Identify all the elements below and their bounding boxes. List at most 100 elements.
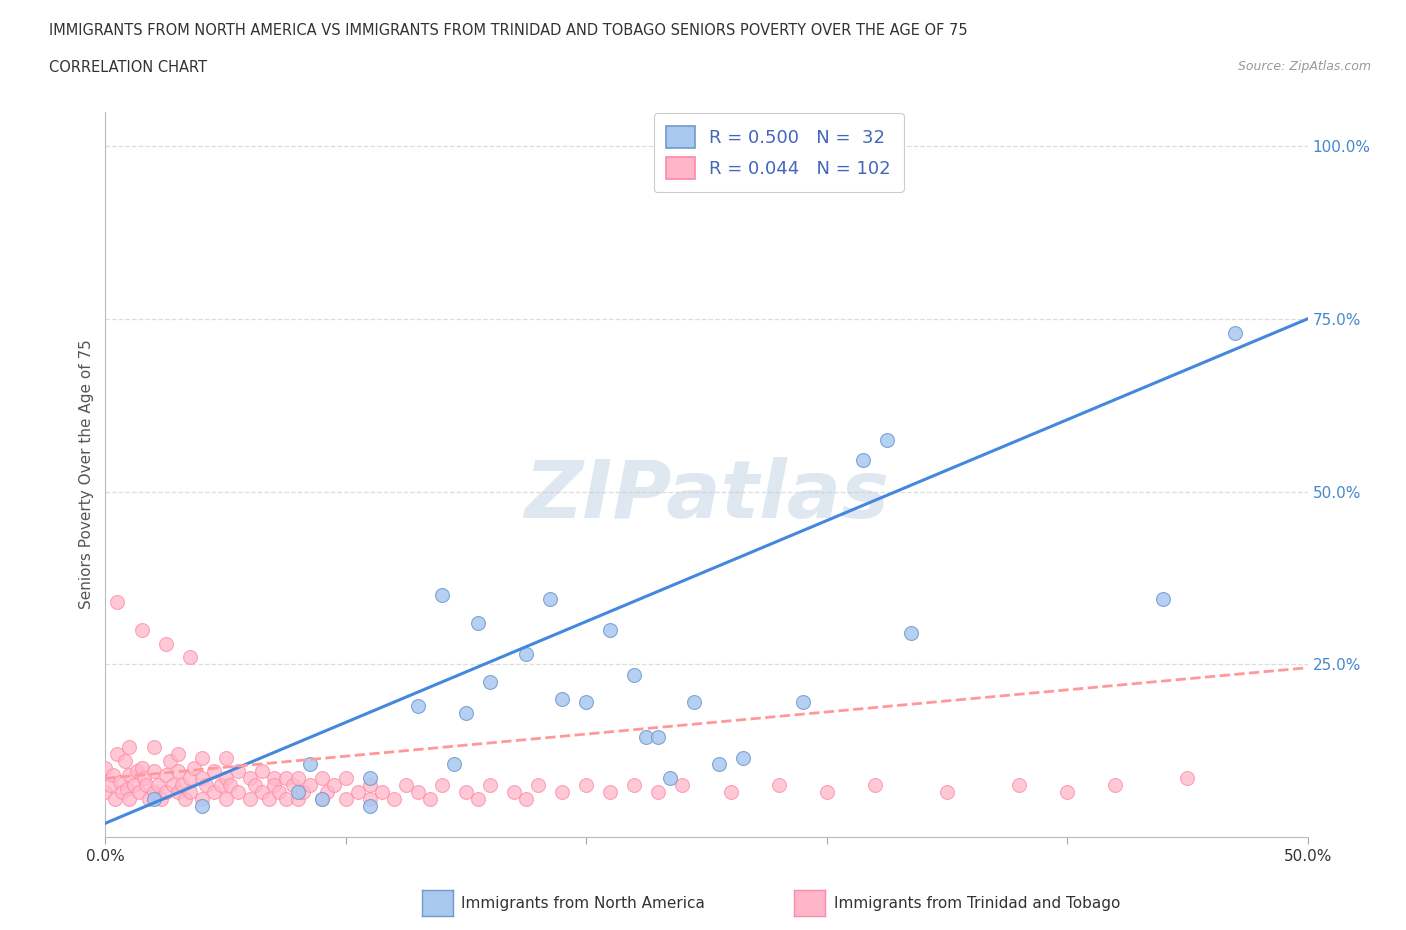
Point — [239, 771, 262, 786]
Point — [142, 791, 165, 806]
Point — [107, 594, 129, 609]
Point — [179, 650, 201, 665]
Point — [128, 785, 150, 800]
Point — [166, 747, 188, 762]
Legend: R = 0.500   N =  32, R = 0.044   N = 102: R = 0.500 N = 32, R = 0.044 N = 102 — [654, 113, 904, 192]
Point — [287, 771, 309, 786]
Point — [731, 751, 754, 765]
Text: CORRELATION CHART: CORRELATION CHART — [49, 60, 207, 75]
Point — [1008, 777, 1031, 792]
Point — [190, 791, 212, 806]
Point — [190, 751, 212, 765]
Text: Source: ZipAtlas.com: Source: ZipAtlas.com — [1237, 60, 1371, 73]
Point — [636, 729, 658, 744]
Point — [647, 785, 669, 800]
Point — [551, 785, 574, 800]
Point — [287, 785, 309, 800]
Point — [406, 698, 429, 713]
Point — [395, 777, 418, 792]
Point — [527, 777, 550, 792]
Point — [155, 785, 177, 800]
Point — [335, 791, 357, 806]
Text: Immigrants from Trinidad and Tobago: Immigrants from Trinidad and Tobago — [834, 896, 1121, 910]
Point — [118, 791, 141, 806]
Point — [1152, 591, 1174, 606]
Point — [707, 757, 730, 772]
Text: ZIPatlas: ZIPatlas — [524, 457, 889, 535]
Point — [214, 751, 236, 765]
Point — [467, 791, 489, 806]
Point — [243, 777, 266, 792]
Point — [209, 777, 232, 792]
Point — [876, 432, 898, 447]
Point — [115, 781, 138, 796]
Point — [551, 691, 574, 706]
Point — [287, 791, 309, 806]
Point — [1104, 777, 1126, 792]
Text: Immigrants from North America: Immigrants from North America — [461, 896, 704, 910]
Point — [515, 791, 537, 806]
Point — [274, 791, 297, 806]
Point — [104, 791, 127, 806]
Point — [479, 674, 502, 689]
Point — [214, 791, 236, 806]
Point — [159, 753, 181, 768]
Point — [155, 767, 177, 782]
Point — [599, 622, 621, 637]
Point — [257, 791, 280, 806]
Point — [179, 785, 201, 800]
Point — [359, 791, 381, 806]
Point — [108, 775, 131, 790]
Point — [183, 761, 205, 776]
Point — [359, 799, 381, 814]
Point — [335, 771, 357, 786]
Point — [311, 771, 333, 786]
Text: IMMIGRANTS FROM NORTH AMERICA VS IMMIGRANTS FROM TRINIDAD AND TOBAGO SENIORS POV: IMMIGRANTS FROM NORTH AMERICA VS IMMIGRA… — [49, 23, 967, 38]
Point — [454, 705, 477, 720]
Point — [575, 777, 598, 792]
Point — [382, 791, 405, 806]
Point — [219, 777, 242, 792]
Point — [467, 616, 489, 631]
Point — [1175, 771, 1198, 786]
Point — [142, 739, 165, 754]
Point — [311, 791, 333, 806]
Point — [315, 785, 337, 800]
Point — [322, 777, 344, 792]
Point — [298, 777, 321, 792]
Point — [430, 777, 453, 792]
Point — [371, 785, 394, 800]
Point — [155, 636, 177, 651]
Point — [162, 777, 184, 792]
Point — [114, 753, 136, 768]
Point — [124, 777, 146, 792]
Point — [298, 757, 321, 772]
Point — [900, 626, 922, 641]
Point — [671, 777, 693, 792]
Point — [125, 764, 148, 778]
Point — [863, 777, 886, 792]
Point — [274, 771, 297, 786]
Point — [406, 785, 429, 800]
Point — [359, 771, 381, 786]
Point — [132, 771, 155, 786]
Point — [454, 785, 477, 800]
Point — [419, 791, 441, 806]
Point — [267, 785, 290, 800]
Point — [250, 764, 273, 778]
Point — [430, 588, 453, 603]
Point — [94, 761, 117, 776]
Point — [166, 764, 188, 778]
Point — [479, 777, 502, 792]
Point — [142, 785, 165, 800]
Point — [101, 767, 124, 782]
Point — [190, 771, 212, 786]
Point — [250, 785, 273, 800]
Point — [1225, 326, 1247, 340]
Point — [239, 791, 262, 806]
Point — [347, 785, 370, 800]
Point — [148, 777, 170, 792]
Point — [792, 695, 814, 710]
Point — [179, 771, 201, 786]
Point — [503, 785, 526, 800]
